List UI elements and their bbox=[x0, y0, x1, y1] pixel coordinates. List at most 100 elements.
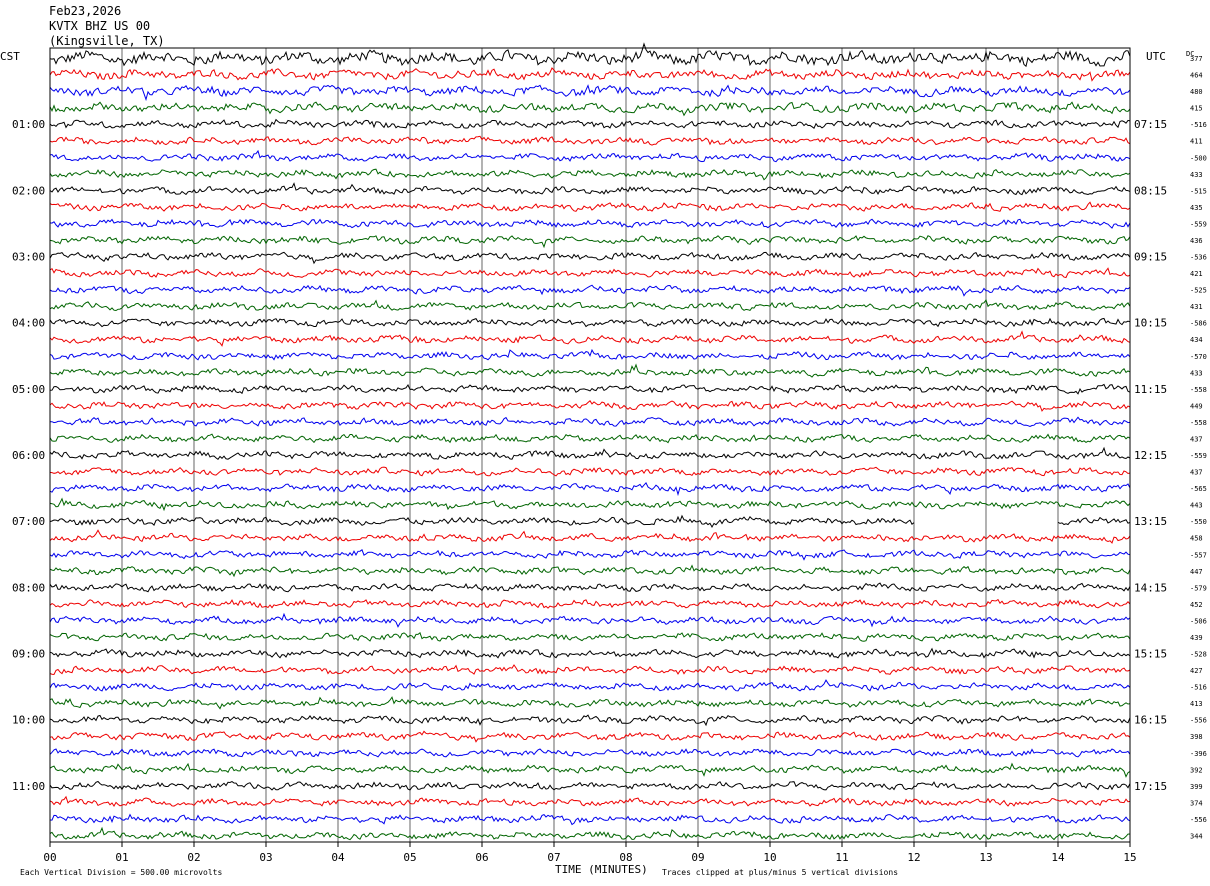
trace-line bbox=[49, 696, 1131, 710]
x-tick-label: 13 bbox=[979, 851, 992, 864]
trace-line bbox=[49, 679, 1131, 692]
trace-line bbox=[49, 795, 1131, 807]
trace-line bbox=[49, 118, 1131, 129]
x-tick-label: 08 bbox=[619, 851, 632, 864]
x-tick-label: 02 bbox=[187, 851, 200, 864]
dc-offset-label: -528 bbox=[1190, 651, 1207, 659]
left-timezone-label: CST bbox=[0, 50, 20, 63]
trace-line bbox=[49, 201, 1131, 212]
location-label: (Kingsville, TX) bbox=[49, 34, 165, 48]
trace-line bbox=[49, 514, 915, 529]
dc-offset-label: 398 bbox=[1190, 733, 1203, 741]
trace-line bbox=[49, 612, 1131, 628]
dc-offset-label: 427 bbox=[1190, 667, 1203, 675]
dc-offset-label: -556 bbox=[1190, 816, 1207, 824]
dc-header-label: DC bbox=[1186, 50, 1194, 58]
x-tick-label: 10 bbox=[763, 851, 776, 864]
dc-offset-label: 443 bbox=[1190, 502, 1203, 510]
right-hour-label: 17:15 bbox=[1134, 780, 1167, 793]
trace-line bbox=[49, 714, 1131, 727]
x-tick-label: 03 bbox=[259, 851, 272, 864]
trace-line bbox=[49, 826, 1131, 841]
axis-labels: 00 01 02 03 04 05 06 07 08 09 10 11 12 13 14 15 377 464 48… bbox=[12, 55, 1207, 864]
dc-offset-label: 437 bbox=[1190, 469, 1203, 477]
trace-line bbox=[49, 101, 1131, 117]
trace-line bbox=[49, 135, 1131, 146]
dc-offset-label: 377 bbox=[1190, 55, 1203, 63]
dc-offset-label: -570 bbox=[1190, 353, 1207, 361]
x-tick-label: 05 bbox=[403, 851, 416, 864]
trace-line bbox=[49, 42, 1131, 68]
left-hour-label: 02:00 bbox=[12, 184, 45, 197]
dc-offset-label: 411 bbox=[1190, 138, 1203, 146]
dc-offset-label: -559 bbox=[1190, 452, 1207, 460]
x-axis-title: TIME (MINUTES) bbox=[555, 863, 648, 876]
x-tick-label: 09 bbox=[691, 851, 704, 864]
left-hour-label: 01:00 bbox=[12, 118, 45, 131]
dc-offset-label: 439 bbox=[1190, 634, 1203, 642]
trace-line bbox=[49, 482, 1131, 497]
dc-offset-label: -516 bbox=[1190, 121, 1207, 129]
left-hour-label: 05:00 bbox=[12, 383, 45, 396]
dc-offset-label: -579 bbox=[1190, 584, 1207, 592]
trace-line bbox=[49, 564, 1131, 578]
dc-offset-label: 392 bbox=[1190, 766, 1203, 774]
trace-line bbox=[49, 647, 1131, 659]
right-hour-label: 15:15 bbox=[1134, 648, 1167, 661]
trace-line bbox=[49, 780, 1131, 791]
trace-line bbox=[49, 631, 1131, 642]
dc-offset-label: 435 bbox=[1190, 204, 1203, 212]
x-tick-label: 11 bbox=[835, 851, 848, 864]
trace-line bbox=[50, 416, 1131, 428]
trace-line bbox=[49, 149, 1131, 163]
x-tick-label: 00 bbox=[43, 851, 56, 864]
left-hour-label: 10:00 bbox=[12, 714, 45, 727]
left-hour-label: 08:00 bbox=[12, 581, 45, 594]
dc-offset-label: 447 bbox=[1190, 568, 1203, 576]
seismic-traces bbox=[49, 42, 1131, 841]
trace-line bbox=[49, 400, 1131, 412]
dc-offset-label: -525 bbox=[1190, 287, 1207, 295]
left-hour-label: 04:00 bbox=[12, 317, 45, 330]
left-hour-label: 03:00 bbox=[12, 251, 45, 264]
trace-line bbox=[49, 549, 1131, 561]
dc-offset-label: 344 bbox=[1190, 832, 1203, 840]
dc-offset-label: -515 bbox=[1190, 187, 1207, 195]
dc-offset-label: -558 bbox=[1190, 386, 1207, 394]
trace-line bbox=[49, 182, 1131, 196]
trace-line bbox=[49, 218, 1131, 229]
dc-offset-label: 458 bbox=[1190, 535, 1203, 543]
trace-line bbox=[49, 84, 1131, 102]
dc-offset-label: -536 bbox=[1190, 254, 1207, 262]
dc-offset-label: -557 bbox=[1190, 551, 1207, 559]
dc-offset-label: 480 bbox=[1190, 88, 1203, 96]
dc-offset-label: -556 bbox=[1190, 717, 1207, 725]
x-tick-label: 06 bbox=[475, 851, 488, 864]
dc-offset-label: 449 bbox=[1190, 402, 1203, 410]
x-tick-label: 14 bbox=[1051, 851, 1065, 864]
trace-line bbox=[49, 730, 1131, 743]
dc-offset-label: 433 bbox=[1190, 369, 1203, 377]
dc-offset-label: -506 bbox=[1190, 617, 1207, 625]
trace-line bbox=[1057, 516, 1131, 526]
dc-offset-label: 436 bbox=[1190, 237, 1203, 245]
trace-line bbox=[49, 348, 1131, 361]
station-label: KVTX BHZ US 00 bbox=[49, 19, 151, 33]
left-hour-label: 11:00 bbox=[12, 780, 45, 793]
right-timezone-label: UTC bbox=[1146, 50, 1166, 63]
dc-offset-label: 434 bbox=[1190, 336, 1203, 344]
trace-line bbox=[49, 67, 1131, 82]
trace-line bbox=[49, 235, 1131, 249]
minute-grid bbox=[121, 48, 1059, 842]
footer-clip-note: Traces clipped at plus/minus 5 vertical … bbox=[662, 868, 898, 877]
trace-line bbox=[49, 748, 1131, 758]
trace-line bbox=[49, 529, 1131, 544]
trace-line bbox=[49, 330, 1131, 347]
dc-offset-label: -586 bbox=[1190, 320, 1207, 328]
trace-line bbox=[49, 664, 1131, 676]
right-hour-label: 14:15 bbox=[1134, 581, 1167, 594]
dc-offset-label: 399 bbox=[1190, 783, 1203, 791]
trace-line bbox=[49, 284, 1131, 297]
dc-offset-label: 433 bbox=[1190, 171, 1203, 179]
